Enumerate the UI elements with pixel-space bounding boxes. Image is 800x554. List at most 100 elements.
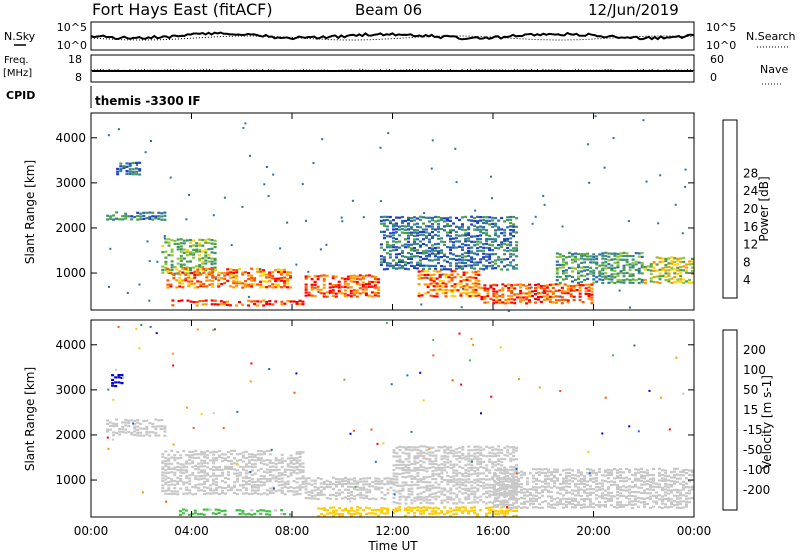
vel-echo-cell xyxy=(431,492,435,495)
vel-echo-cell xyxy=(395,463,399,467)
vel-echo-cell xyxy=(583,479,586,482)
vel-echo-cell xyxy=(286,475,290,478)
power-echo-cell xyxy=(420,270,424,273)
power-echo-cell xyxy=(561,278,565,281)
vel-echo-cell xyxy=(392,464,396,467)
power-echo-cell xyxy=(157,211,161,214)
power-echo-cell xyxy=(331,277,335,280)
vel-echo-cell xyxy=(407,471,411,474)
vel-echo-cell xyxy=(682,480,685,483)
vel-echo-cell xyxy=(398,473,402,476)
vel-echo-cell xyxy=(506,448,510,451)
power-echo-cell xyxy=(542,287,546,290)
vel-echo-cell xyxy=(292,462,296,465)
power-echo-cell xyxy=(444,288,448,292)
power-echo-cell xyxy=(184,267,188,270)
vel-echo-cell xyxy=(334,494,338,497)
power-echo-cell xyxy=(467,244,471,247)
power-echo-cell xyxy=(479,245,483,249)
vel-echo-cell xyxy=(500,509,504,512)
vel-echo-cell xyxy=(395,446,399,449)
vel-echo-cell xyxy=(277,474,281,477)
vel-echo-cell xyxy=(670,502,673,505)
vel-echo-cell xyxy=(514,489,517,492)
power-echo-cell xyxy=(176,248,180,251)
power-echo-cell xyxy=(685,269,689,272)
vel-echo-cell xyxy=(398,463,402,466)
power-echo-cell xyxy=(349,292,353,295)
vel-echo-cell xyxy=(514,482,517,485)
vel-echo-cell xyxy=(301,486,305,489)
power-echo-cell xyxy=(492,290,496,293)
vel-echo-cell xyxy=(473,472,477,475)
vel-echo-cell xyxy=(247,492,251,496)
beam-label: Beam 06 xyxy=(355,1,422,19)
power-echo-cell xyxy=(172,274,176,277)
power-echo-cell xyxy=(428,225,431,228)
vel-echo-cell xyxy=(209,492,213,495)
power-echo-cell xyxy=(676,266,680,269)
vel-echo-cell xyxy=(328,486,332,489)
vel-echo-cell xyxy=(619,492,622,495)
vel-echo-cell xyxy=(106,430,110,433)
power-echo-cell xyxy=(310,294,314,297)
vel-echo-cell xyxy=(655,482,658,485)
power-echo-cell xyxy=(497,219,501,222)
vel-echo-cell xyxy=(440,480,444,483)
power-echo-cell xyxy=(232,286,236,289)
vel-echo-cell xyxy=(443,489,447,492)
vel-echo-cell xyxy=(658,483,661,486)
vel-echo-cell xyxy=(473,501,477,504)
power-echo-cell xyxy=(482,228,486,231)
power-echo-cell xyxy=(628,254,632,258)
vel-echo-cell xyxy=(316,498,320,501)
vel-echo-cell xyxy=(218,486,221,489)
power-echo-cell xyxy=(392,259,395,262)
power-echo-cell xyxy=(443,259,446,262)
power-echo-cell xyxy=(561,272,565,275)
vel-echo-cell xyxy=(443,460,447,464)
vel-echo-cell xyxy=(508,503,511,507)
vel-echo-cell xyxy=(298,492,302,496)
vel-echo-cell xyxy=(634,499,637,503)
vel-echo-cell xyxy=(410,499,414,502)
power-echo-cell xyxy=(404,225,407,228)
freq-right-tick-top: 60 xyxy=(710,53,724,66)
power-echo-cell xyxy=(328,282,332,285)
vel-echo-cell xyxy=(386,492,390,495)
vel-echo-cell xyxy=(422,445,426,448)
vel-echo-cell xyxy=(526,480,529,483)
power-echo-cell xyxy=(157,217,161,220)
vel-echo-cell xyxy=(200,451,204,454)
vel-echo-cell xyxy=(277,477,281,480)
power-echo-cell xyxy=(211,283,215,286)
power-echo-cell xyxy=(446,223,449,226)
vel-echo-cell xyxy=(500,460,504,464)
vel-echo-cell xyxy=(470,490,474,493)
vel-echo-cell xyxy=(479,452,483,455)
power-echo-cell xyxy=(691,263,694,266)
power-echo-cell xyxy=(525,302,529,305)
vel-echo-cell xyxy=(571,469,574,472)
vel-echo-cell xyxy=(541,491,544,494)
power-echo-cell xyxy=(676,269,680,272)
power-echo-cell xyxy=(449,237,452,241)
vel-echo-cell xyxy=(502,486,505,489)
vel-echo-cell xyxy=(398,506,402,509)
power-echo-cell xyxy=(178,280,182,283)
vel-scatter-point xyxy=(249,471,252,473)
vel-echo-cell xyxy=(268,453,272,456)
vel-echo-cell xyxy=(508,506,511,509)
power-echo-cell xyxy=(189,300,193,303)
vel-echo-cell xyxy=(622,477,625,480)
power-echo-cell xyxy=(195,250,199,253)
power-echo-cell xyxy=(304,283,308,286)
vel-echo-cell xyxy=(167,467,171,470)
power-echo-cell xyxy=(413,219,416,222)
vel-echo-cell xyxy=(434,454,438,457)
power-echo-cell xyxy=(199,267,203,270)
vel-echo-cell xyxy=(425,486,429,489)
vel-echo-cell xyxy=(250,480,254,484)
vel-echo-cell xyxy=(443,445,447,448)
vel-echo-cell xyxy=(185,492,189,495)
